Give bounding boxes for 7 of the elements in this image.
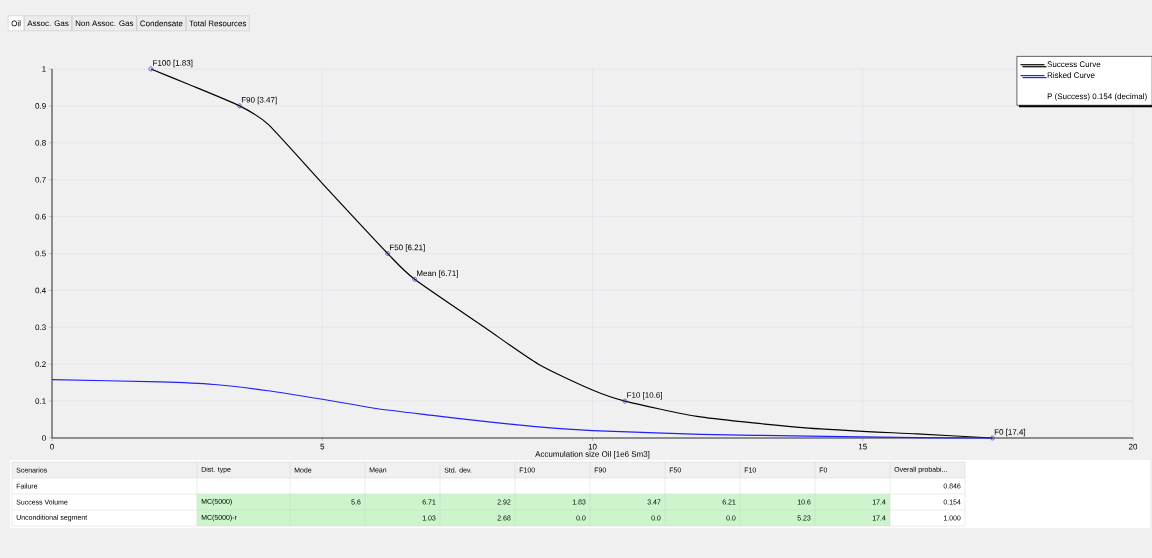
point: [990, 435, 995, 441]
line-series: [51, 379, 994, 439]
point: [622, 398, 628, 404]
point: [412, 276, 418, 282]
point: [237, 103, 242, 109]
point: [148, 66, 154, 72]
point: [385, 251, 391, 256]
